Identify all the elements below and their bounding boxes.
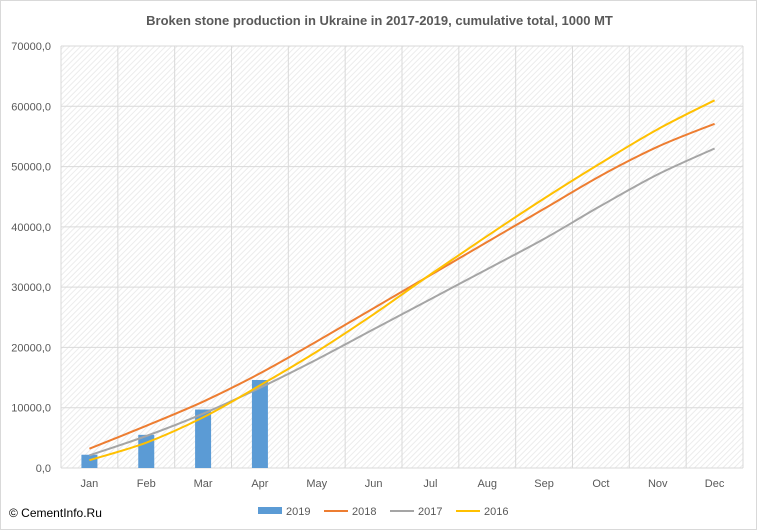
bar-2019-apr bbox=[251, 379, 268, 468]
y-tick-label: 10000,0 bbox=[11, 403, 51, 415]
x-tick-label: Apr bbox=[251, 478, 268, 490]
y-tick-label: 60000,0 bbox=[11, 101, 51, 113]
line-series-2017 bbox=[89, 147, 716, 457]
legend-swatch-2019 bbox=[258, 507, 282, 514]
x-tick-label: Dec bbox=[705, 478, 725, 490]
y-tick-label: 70000,0 bbox=[11, 41, 51, 53]
y-tick-label: 20000,0 bbox=[11, 342, 51, 354]
bar-2019-jan bbox=[81, 454, 98, 468]
x-tick-label: Nov bbox=[648, 478, 668, 490]
legend-label-2016: 2016 bbox=[484, 506, 508, 518]
y-tick-label: 40000,0 bbox=[11, 222, 51, 234]
legend-label-2017: 2017 bbox=[418, 506, 442, 518]
watermark-text: © CementInfo.Ru bbox=[9, 506, 102, 520]
line-series-2018 bbox=[89, 122, 715, 450]
x-tick-label: Aug bbox=[477, 478, 497, 490]
x-tick-label: Sep bbox=[534, 478, 554, 490]
x-tick-label: Jul bbox=[423, 478, 437, 490]
legend-label-2018: 2018 bbox=[352, 506, 376, 518]
line-series-2016 bbox=[89, 99, 716, 462]
x-tick-label: Feb bbox=[137, 478, 156, 490]
y-tick-label: 0,0 bbox=[36, 463, 51, 475]
x-tick-label: Mar bbox=[194, 478, 213, 490]
chart-title: Broken stone production in Ukraine in 20… bbox=[146, 13, 613, 28]
bar-2019-mar bbox=[195, 409, 212, 468]
x-tick-label: May bbox=[306, 478, 327, 490]
y-tick-label: 50000,0 bbox=[11, 162, 51, 174]
x-tick-label: Jun bbox=[365, 478, 383, 490]
x-tick-label: Jan bbox=[81, 478, 99, 490]
y-tick-label: 30000,0 bbox=[11, 282, 51, 294]
legend-label-2019: 2019 bbox=[286, 506, 310, 518]
x-tick-label: Oct bbox=[592, 478, 609, 490]
